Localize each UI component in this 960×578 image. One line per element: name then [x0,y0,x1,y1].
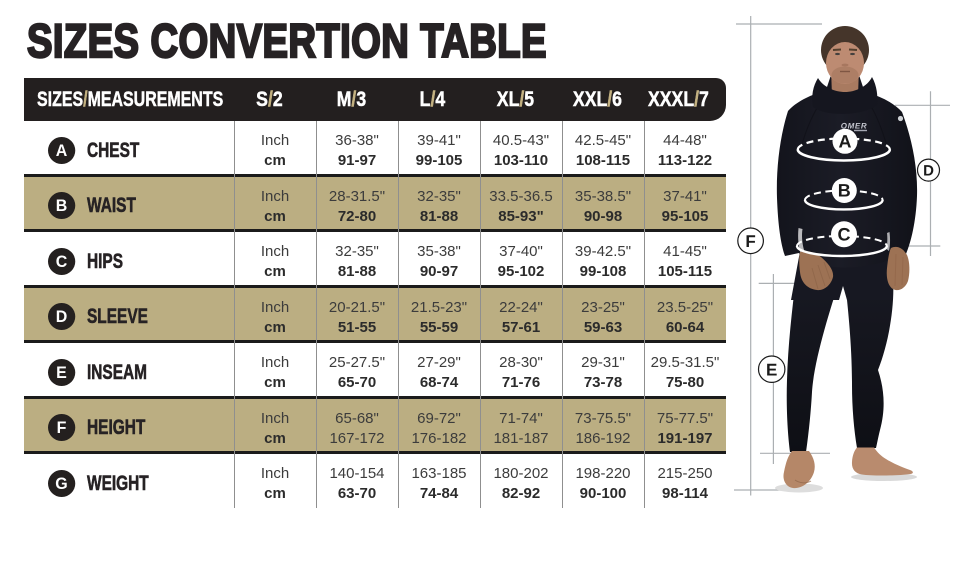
svg-text:A: A [839,132,852,152]
svg-text:B: B [838,181,851,201]
svg-text:E: E [766,360,777,379]
svg-text:F: F [745,232,755,251]
svg-text:OMER: OMER [841,122,867,131]
svg-text:C: C [838,225,851,245]
svg-text:D: D [923,163,934,180]
